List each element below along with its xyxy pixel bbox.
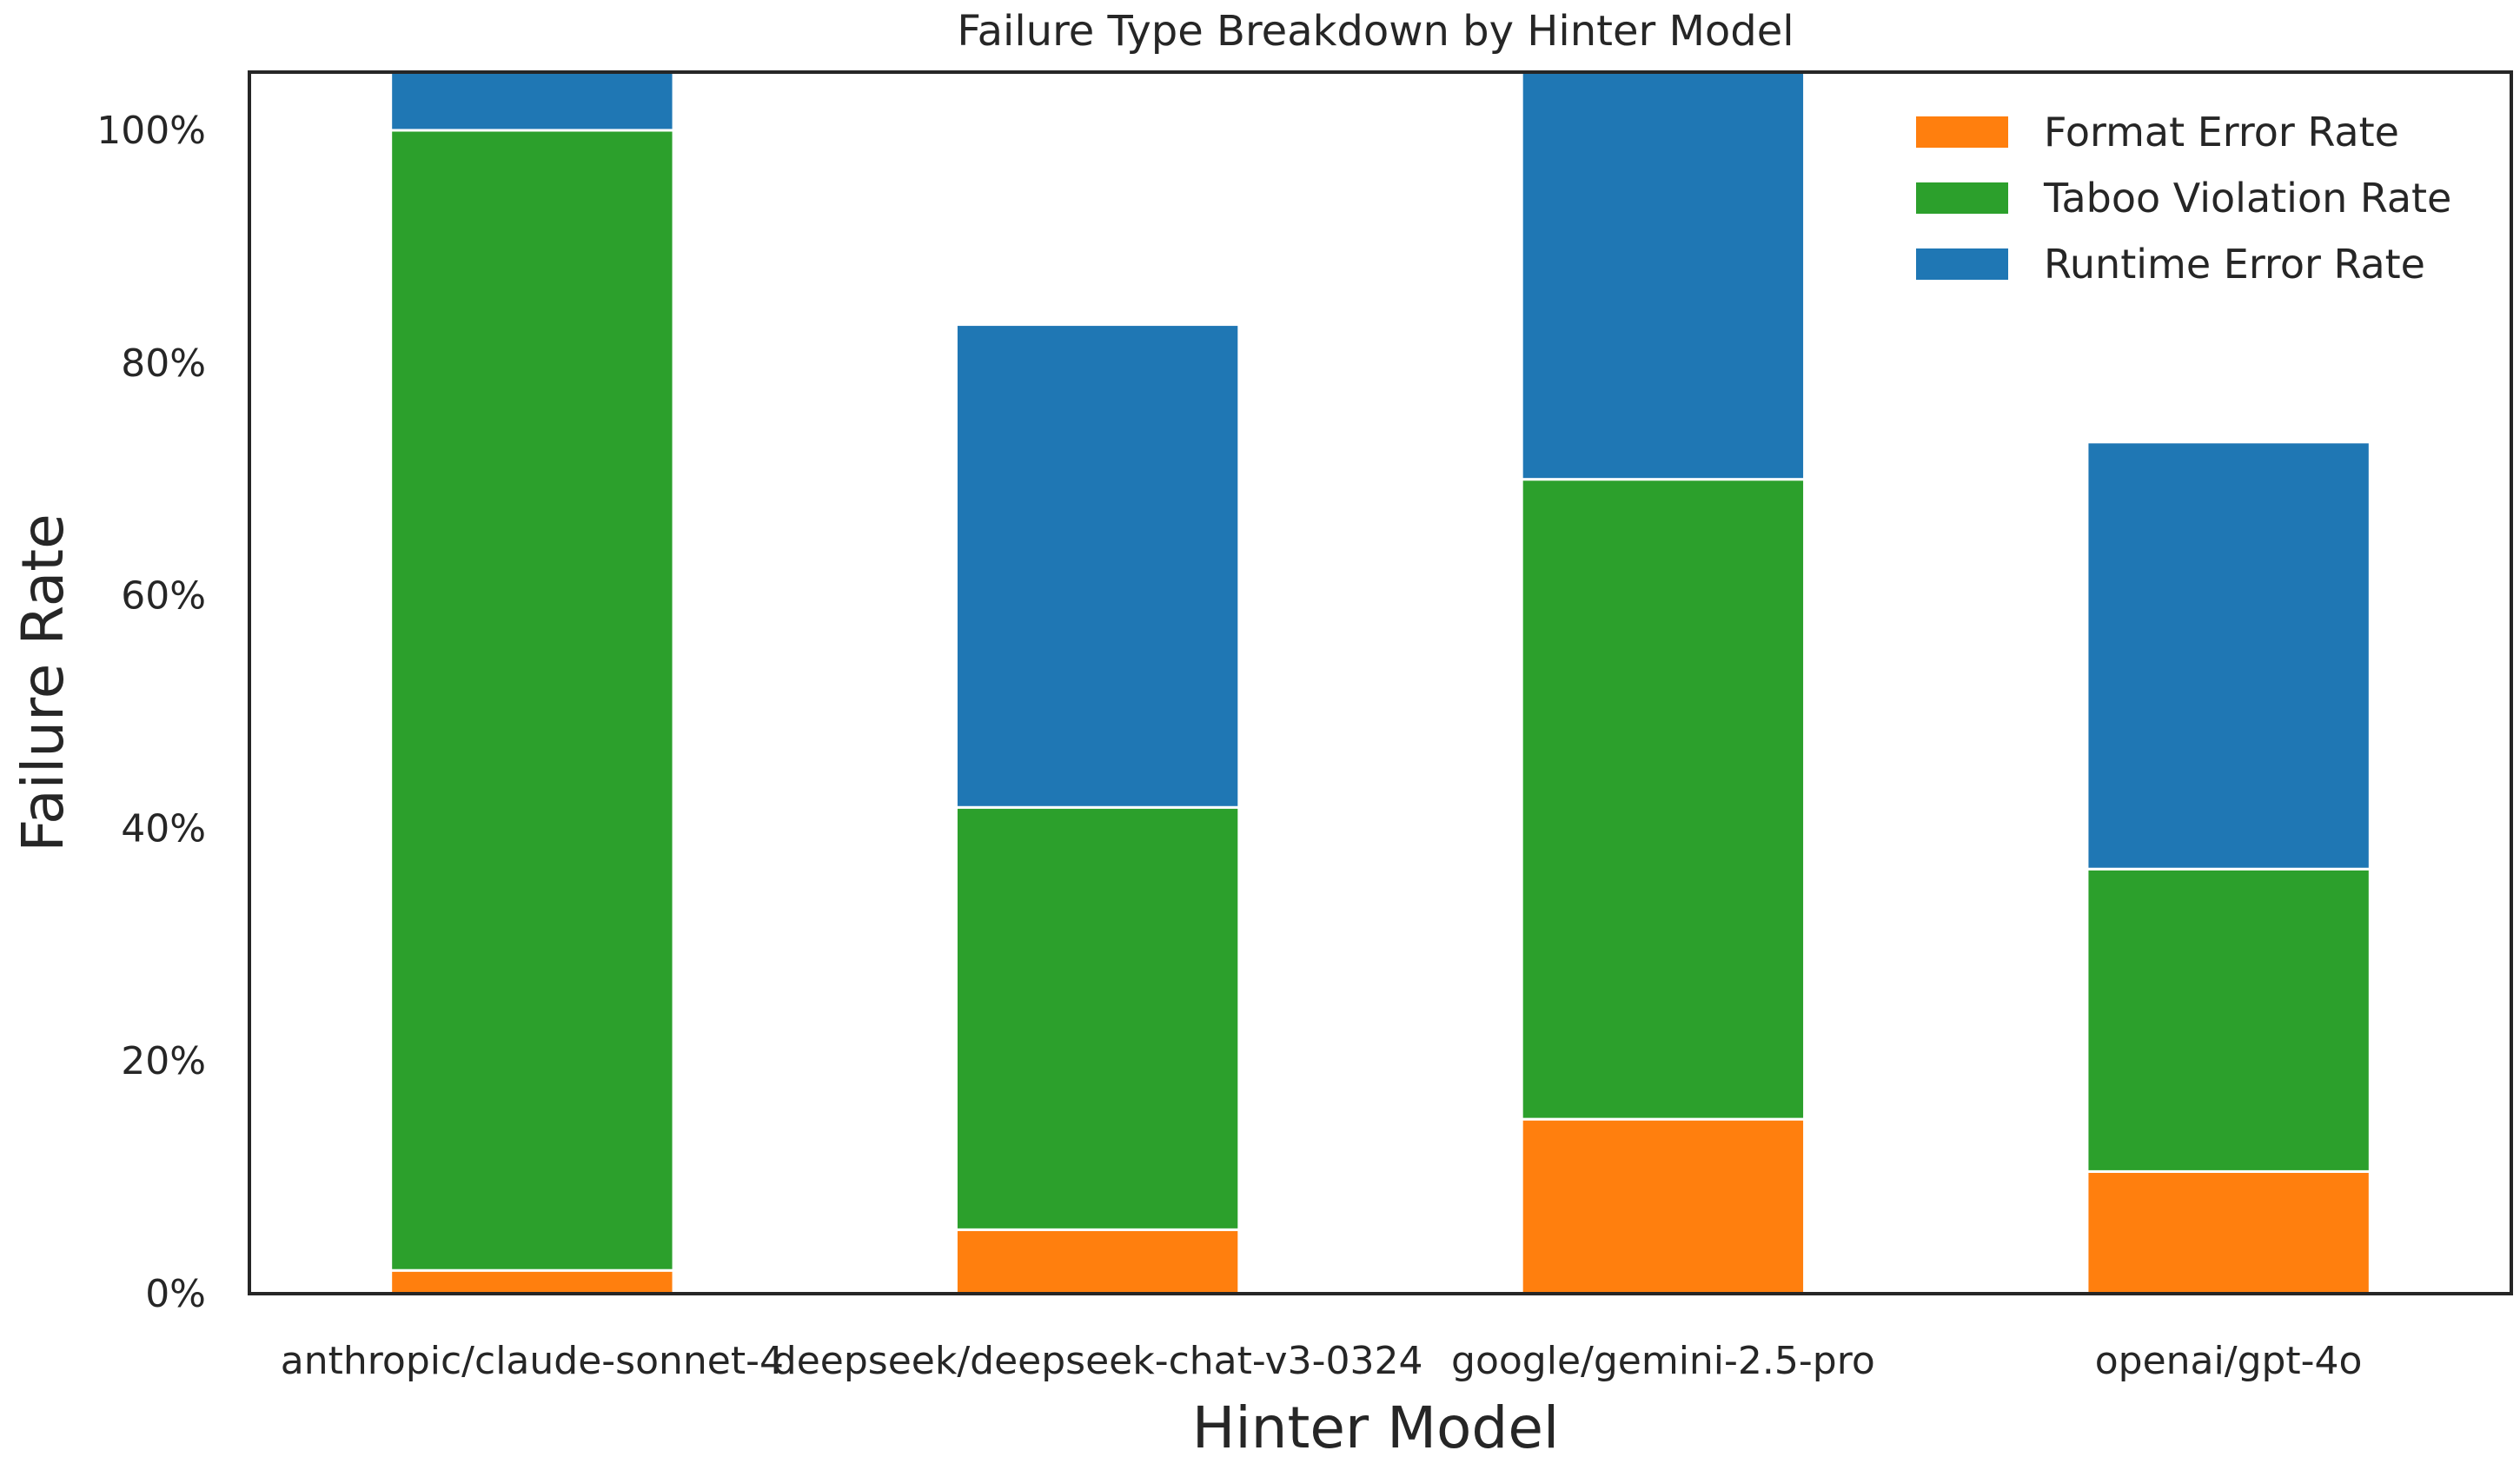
bar-segment-format-error-rate-0 — [389, 1268, 675, 1294]
bar-segment-runtime-error-rate-3 — [2086, 440, 2371, 871]
bar-segment-taboo-violation-rate-2 — [1520, 478, 1807, 1121]
bar-segment-runtime-error-rate-1 — [954, 323, 1241, 809]
x-tick-label: deepseek/deepseek-chat-v3-0324 — [773, 1339, 1423, 1383]
bar-segment-taboo-violation-rate-0 — [389, 129, 675, 1272]
legend-swatch — [1916, 116, 2008, 148]
bar-segment-taboo-violation-rate-3 — [2086, 867, 2371, 1173]
y-axis-title: Failure Rate — [10, 513, 76, 851]
y-tick-label: 40% — [121, 806, 206, 851]
bars-group — [389, 72, 2371, 1294]
plot-frame — [248, 70, 2513, 1295]
y-axis: 0% 20% 40% 60% 80% 100% — [96, 109, 206, 1316]
x-tick-label: openai/gpt-4o — [2095, 1339, 2363, 1383]
y-tick-label: 60% — [121, 574, 206, 619]
x-axis-title: Hinter Model — [1192, 1394, 1560, 1461]
y-tick-label: 20% — [121, 1039, 206, 1083]
legend-swatch — [1916, 248, 2008, 280]
bar-segment-runtime-error-rate-0 — [389, 72, 675, 132]
bar-segment-format-error-rate-3 — [2086, 1169, 2371, 1294]
legend-label: Taboo Violation Rate — [2043, 175, 2451, 222]
legend-label: Format Error Rate — [2044, 109, 2399, 156]
x-tick-label: google/gemini-2.5-pro — [1451, 1339, 1875, 1383]
bar-segment-format-error-rate-2 — [1520, 1117, 1807, 1294]
chart-title: Failure Type Breakdown by Hinter Model — [957, 7, 1794, 56]
x-axis: anthropic/claude-sonnet-4deepseek/deepse… — [281, 1339, 2363, 1383]
legend-label: Runtime Error Rate — [2044, 241, 2425, 288]
y-tick-label: 100% — [96, 109, 206, 153]
legend: Format Error Rate Taboo Violation Rate Run… — [1916, 109, 2451, 288]
bar-segment-format-error-rate-1 — [954, 1228, 1241, 1294]
x-tick-label: anthropic/claude-sonnet-4 — [281, 1339, 784, 1383]
y-tick-label: 0% — [145, 1272, 206, 1316]
legend-swatch — [1916, 182, 2008, 214]
bar-segment-runtime-error-rate-2 — [1520, 72, 1807, 481]
bar-segment-taboo-violation-rate-1 — [954, 805, 1241, 1231]
y-tick-label: 80% — [121, 341, 206, 386]
